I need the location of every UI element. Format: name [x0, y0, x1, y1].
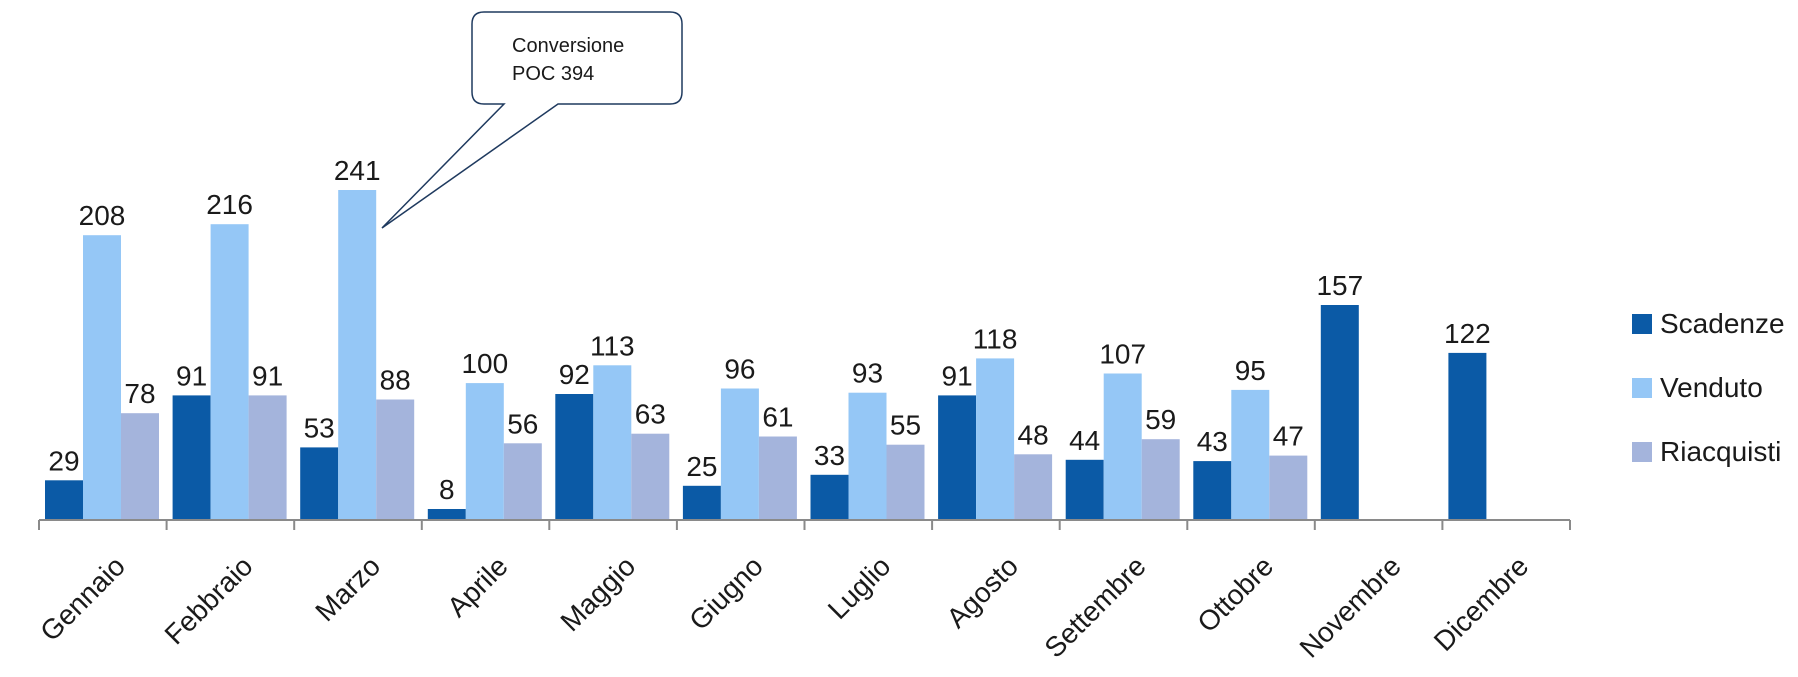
- value-labels-layer: 2920878912169153241888100569211363259661…: [48, 155, 1490, 505]
- value-label-riacquisti-maggio: 63: [635, 399, 666, 430]
- value-label-riacquisti-marzo: 88: [380, 365, 411, 396]
- bar-scadenze-febbraio: [172, 395, 211, 520]
- value-label-riacquisti-giugno: 61: [762, 402, 793, 433]
- bar-venduto-ottobre: [1231, 389, 1270, 520]
- value-label-riacquisti-agosto: 48: [1018, 419, 1049, 450]
- value-label-scadenze-dicembre: 122: [1444, 318, 1491, 349]
- value-label-riacquisti-ottobre: 47: [1273, 421, 1304, 452]
- x-tick-label-ottobre: Ottobre: [1191, 550, 1279, 638]
- bar-scadenze-gennaio: [45, 480, 83, 520]
- value-label-riacquisti-gennaio: 78: [124, 378, 155, 409]
- legend-label-riacquisti: Riacquisti: [1660, 436, 1781, 467]
- legend-label-venduto: Venduto: [1660, 372, 1763, 403]
- x-tick-label-agosto: Agosto: [941, 550, 1025, 634]
- bar-scadenze-luglio: [810, 474, 849, 520]
- bar-riacquisti-giugno: [758, 436, 797, 520]
- callout-line-2: POC 394: [512, 63, 594, 85]
- bar-riacquisti-agosto: [1014, 454, 1053, 520]
- legend-swatch-riacquisti: [1632, 442, 1652, 462]
- value-label-scadenze-febbraio: 91: [176, 360, 207, 391]
- bar-scadenze-agosto: [938, 395, 977, 520]
- x-tick-label-maggio: Maggio: [554, 550, 641, 637]
- legend-swatch-scadenze: [1632, 314, 1652, 334]
- value-label-scadenze-aprile: 8: [439, 474, 455, 505]
- bar-venduto-gennaio: [83, 235, 121, 520]
- value-label-venduto-aprile: 100: [461, 348, 508, 379]
- bar-venduto-giugno: [720, 388, 759, 520]
- x-tick-label-dicembre: Dicembre: [1428, 550, 1535, 657]
- callout-line-1: Conversione: [512, 35, 624, 57]
- value-label-venduto-giugno: 96: [724, 354, 755, 385]
- bar-riacquisti-settembre: [1141, 439, 1180, 520]
- x-tick-label-novembre: Novembre: [1294, 550, 1407, 663]
- value-label-venduto-luglio: 93: [852, 358, 883, 389]
- bar-scadenze-marzo: [300, 447, 339, 520]
- bar-scadenze-aprile: [427, 509, 466, 520]
- bar-riacquisti-ottobre: [1269, 455, 1308, 520]
- value-label-scadenze-maggio: 92: [559, 359, 590, 390]
- bar-venduto-aprile: [465, 383, 504, 520]
- bar-venduto-marzo: [338, 190, 377, 520]
- value-label-venduto-marzo: 241: [334, 155, 381, 186]
- bar-venduto-luglio: [848, 392, 887, 520]
- value-label-venduto-ottobre: 95: [1235, 355, 1266, 386]
- bar-venduto-febbraio: [210, 224, 249, 520]
- legend-swatch-venduto: [1632, 378, 1652, 398]
- value-label-venduto-agosto: 118: [973, 323, 1018, 354]
- x-tick-label-aprile: Aprile: [441, 550, 514, 623]
- value-label-scadenze-novembre: 157: [1316, 270, 1363, 301]
- annotation-callout: Conversione POC 394: [381, 11, 683, 229]
- value-label-venduto-febbraio: 216: [206, 189, 253, 220]
- bars-layer: [45, 190, 1487, 520]
- value-label-scadenze-agosto: 91: [942, 360, 973, 391]
- value-label-scadenze-giugno: 25: [686, 451, 717, 482]
- value-label-scadenze-luglio: 33: [814, 440, 845, 471]
- x-axis: Gennaio Febbraio Marzo Aprile Maggio Giugno Lu…: [34, 519, 1571, 664]
- bar-riacquisti-maggio: [631, 433, 670, 520]
- x-tick-label-luglio: Luglio: [822, 550, 897, 625]
- value-label-riacquisti-febbraio: 91: [252, 360, 283, 391]
- bar-venduto-settembre: [1103, 373, 1142, 520]
- bar-scadenze-maggio: [555, 394, 594, 520]
- bar-venduto-maggio: [593, 365, 632, 520]
- bar-riacquisti-aprile: [503, 443, 542, 520]
- value-label-scadenze-ottobre: 43: [1197, 426, 1228, 457]
- legend-label-scadenze: Scadenze: [1660, 308, 1785, 339]
- value-label-scadenze-marzo: 53: [304, 412, 335, 443]
- bar-riacquisti-marzo: [376, 399, 415, 520]
- x-tick-label-giugno: Giugno: [683, 550, 769, 636]
- bar-venduto-agosto: [976, 358, 1015, 520]
- value-label-riacquisti-settembre: 59: [1145, 404, 1176, 435]
- bar-riacquisti-febbraio: [248, 395, 287, 520]
- bar-scadenze-settembre: [1065, 459, 1104, 520]
- value-label-scadenze-settembre: 44: [1069, 425, 1100, 456]
- legend: Scadenze Venduto Riacquisti: [1632, 308, 1785, 467]
- bar-scadenze-ottobre: [1193, 461, 1232, 520]
- value-label-riacquisti-aprile: 56: [507, 408, 538, 439]
- value-label-riacquisti-luglio: 55: [890, 410, 921, 441]
- value-label-scadenze-gennaio: 29: [48, 445, 79, 476]
- value-label-venduto-settembre: 107: [1099, 339, 1146, 370]
- bar-scadenze-novembre: [1320, 305, 1359, 520]
- x-tick-label-settembre: Settembre: [1038, 550, 1151, 663]
- value-label-venduto-maggio: 113: [590, 330, 635, 361]
- bar-riacquisti-luglio: [886, 444, 925, 520]
- bar-scadenze-giugno: [682, 485, 721, 520]
- x-tick-label-gennaio: Gennaio: [34, 550, 131, 647]
- bar-riacquisti-gennaio: [121, 413, 159, 520]
- callout-bubble: [381, 11, 683, 229]
- x-tick-label-marzo: Marzo: [309, 550, 386, 627]
- x-tick-label-febbraio: Febbraio: [159, 550, 259, 650]
- bar-scadenze-dicembre: [1448, 352, 1487, 520]
- value-label-venduto-gennaio: 208: [79, 200, 126, 231]
